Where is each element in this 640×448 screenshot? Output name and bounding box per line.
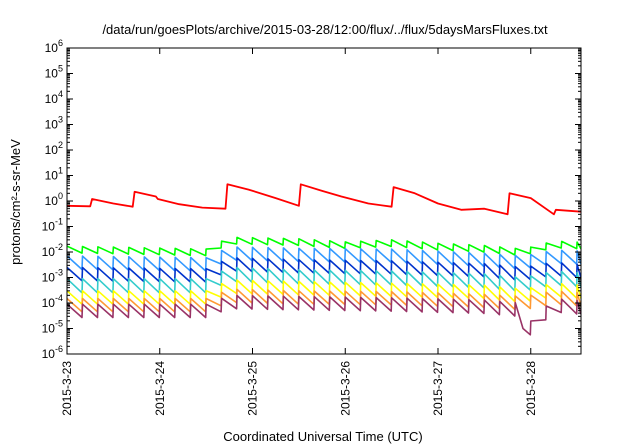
y-tick-label: 101 — [45, 166, 63, 183]
x-tick-label: 2015-3-26 — [338, 361, 352, 416]
x-tick-label: 2015-3-23 — [60, 361, 74, 416]
plot-area: 10-6 10-5 10-4 10-3 10-2 10-1 100 101 102 103 104 1… — [42, 38, 582, 416]
series-line-7 — [67, 294, 581, 336]
y-tick-label: 10-6 — [42, 344, 63, 361]
y-tick-label: 10-4 — [42, 293, 63, 310]
x-axis-label: Coordinated Universal Time (UTC) — [223, 429, 422, 444]
y-tick-label: 103 — [45, 115, 63, 132]
y-tick-label: 10-2 — [42, 242, 63, 259]
y-tick-label: 104 — [45, 89, 63, 106]
series-layer — [67, 183, 581, 336]
x-tick-label: 2015-3-28 — [524, 361, 538, 416]
y-axis-label: protons/cm²-s-sr-MeV — [8, 139, 23, 265]
x-tick-label: 2015-3-25 — [246, 361, 260, 416]
y-tick-label: 106 — [45, 38, 63, 55]
y-tick-label: 102 — [45, 140, 63, 157]
series-line-0 — [67, 183, 581, 216]
series-line-1 — [67, 236, 581, 257]
x-tick-label: 2015-3-24 — [153, 361, 167, 416]
y-tick-label: 100 — [45, 191, 63, 208]
y-tick-label: 10-1 — [42, 217, 63, 234]
svg-text:protons/cm²-s-sr-MeV: protons/cm²-s-sr-MeV — [8, 139, 23, 265]
x-tick-label: 2015-3-27 — [431, 361, 445, 416]
axis-layer: 10-6 10-5 10-4 10-3 10-2 10-1 100 101 102 103 104 1… — [42, 38, 581, 416]
chart-title: /data/run/goesPlots/archive/2015-03-28/1… — [102, 22, 548, 37]
y-tick-label: 10-3 — [42, 268, 63, 285]
y-tick-label: 105 — [45, 64, 63, 81]
plot-frame — [66, 47, 582, 355]
y-tick-label: 10-5 — [42, 319, 63, 336]
